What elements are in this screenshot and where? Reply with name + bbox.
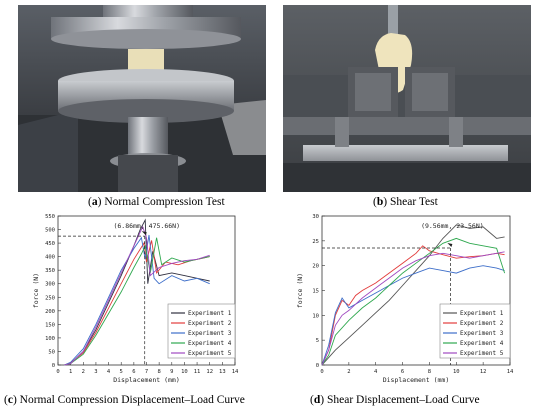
y-tick-label: 0: [316, 363, 319, 369]
x-tick-label: 13: [219, 369, 226, 375]
x-tick-label: 4: [107, 369, 111, 375]
chart-shear: 0 2 4 6 8 10 12 14 0 5 10 15 20 25 30 Displacement (mm)…: [296, 214, 514, 384]
photo-shear-test: [283, 5, 531, 192]
annotation-arrow: [141, 231, 147, 236]
caption-a: (a) Normal Compression Test: [88, 196, 225, 208]
x-tick-label: 5: [120, 369, 123, 375]
x-tick-label: 7: [145, 369, 148, 375]
series-line-experiment-4: [64, 237, 210, 366]
legend-entry: Experiment 2: [188, 320, 232, 327]
caption-d: (d) Shear Displacement–Load Curve: [310, 394, 480, 406]
chart-normal-compression: 0 1 2 3 4 5 6 7 8 9 10 11 12 13 1405010015020025030035…: [32, 214, 239, 384]
x-tick-label: 8: [428, 369, 431, 375]
x-tick-label: 8: [157, 369, 160, 375]
y-tick-label: 10: [312, 313, 319, 319]
x-tick-label: 2: [347, 369, 350, 375]
legend-entry: Experiment 1: [460, 310, 504, 317]
y-tick-label: 5: [316, 338, 319, 344]
y-tick-label: 30: [312, 214, 319, 220]
y-tick-label: 50: [48, 349, 55, 355]
y-tick-label: 150: [45, 322, 55, 328]
y-tick-label: 250: [45, 295, 55, 301]
x-tick-label: 12: [206, 369, 213, 375]
x-tick-label: 10: [181, 369, 188, 375]
x-tick-label: 6: [401, 369, 404, 375]
y-tick-label: 15: [312, 289, 319, 295]
x-tick-label: 10: [453, 369, 460, 375]
x-tick-label: 4: [374, 369, 378, 375]
caption-b: (b) Shear Test: [373, 196, 438, 208]
y-tick-label: 550: [45, 214, 55, 220]
y-axis-label: force (N): [32, 273, 40, 308]
annotation-arrow: [447, 242, 453, 247]
y-tick-label: 350: [45, 268, 55, 274]
annotation-label: (9.56mm, 23.56N): [421, 222, 484, 230]
y-tick-label: 500: [45, 228, 55, 234]
series-line-experiment-4: [321, 237, 506, 366]
x-tick-label: 11: [194, 369, 201, 375]
y-tick-label: 20: [312, 264, 319, 270]
legend-entry: Experiment 3: [188, 330, 232, 337]
series-line-experiment-1: [64, 218, 210, 366]
series-line-experiment-5: [64, 225, 210, 366]
photo-normal-compression: [18, 5, 266, 192]
annotation-label: (6.86mm, 475.66N): [113, 222, 180, 230]
y-tick-label: 200: [45, 309, 55, 315]
y-tick-label: 0: [52, 363, 55, 369]
series-line-experiment-5: [321, 251, 505, 366]
x-axis-label: Displacement (mm): [383, 376, 450, 384]
legend-entry: Experiment 3: [460, 330, 504, 337]
y-tick-label: 450: [45, 241, 55, 247]
x-tick-label: 1: [69, 369, 72, 375]
y-tick-label: 100: [45, 336, 55, 342]
series-line-experiment-1: [321, 224, 505, 366]
x-tick-label: 9: [170, 369, 173, 375]
legend-entry: Experiment 2: [460, 320, 504, 327]
compression-photo-illustration: [18, 5, 266, 192]
legend-entry: Experiment 1: [188, 310, 232, 317]
series-line-experiment-3: [321, 265, 505, 366]
y-axis-label: force (N): [296, 273, 304, 308]
legend-entry: Experiment 4: [460, 340, 504, 347]
series-line-experiment-2: [64, 240, 210, 366]
series-line-experiment-2: [321, 245, 505, 366]
x-tick-label: 12: [480, 369, 487, 375]
y-tick-label: 25: [312, 239, 319, 245]
legend-entry: Experiment 5: [460, 350, 504, 357]
x-axis-label: Displacement (mm): [113, 376, 180, 384]
y-tick-label: 400: [45, 255, 55, 261]
x-tick-label: 14: [507, 369, 514, 375]
caption-c: (c) Normal Compression Displacement–Load…: [4, 394, 245, 406]
shear-photo-illustration: [283, 5, 531, 192]
x-tick-label: 3: [94, 369, 97, 375]
x-tick-label: 14: [232, 369, 239, 375]
x-tick-label: 0: [56, 369, 59, 375]
y-tick-label: 300: [45, 282, 55, 288]
x-tick-label: 2: [82, 369, 85, 375]
x-tick-label: 0: [320, 369, 323, 375]
series-line-experiment-3: [64, 234, 210, 366]
x-tick-label: 6: [132, 369, 135, 375]
legend-entry: Experiment 5: [188, 350, 232, 357]
legend-entry: Experiment 4: [188, 340, 232, 347]
